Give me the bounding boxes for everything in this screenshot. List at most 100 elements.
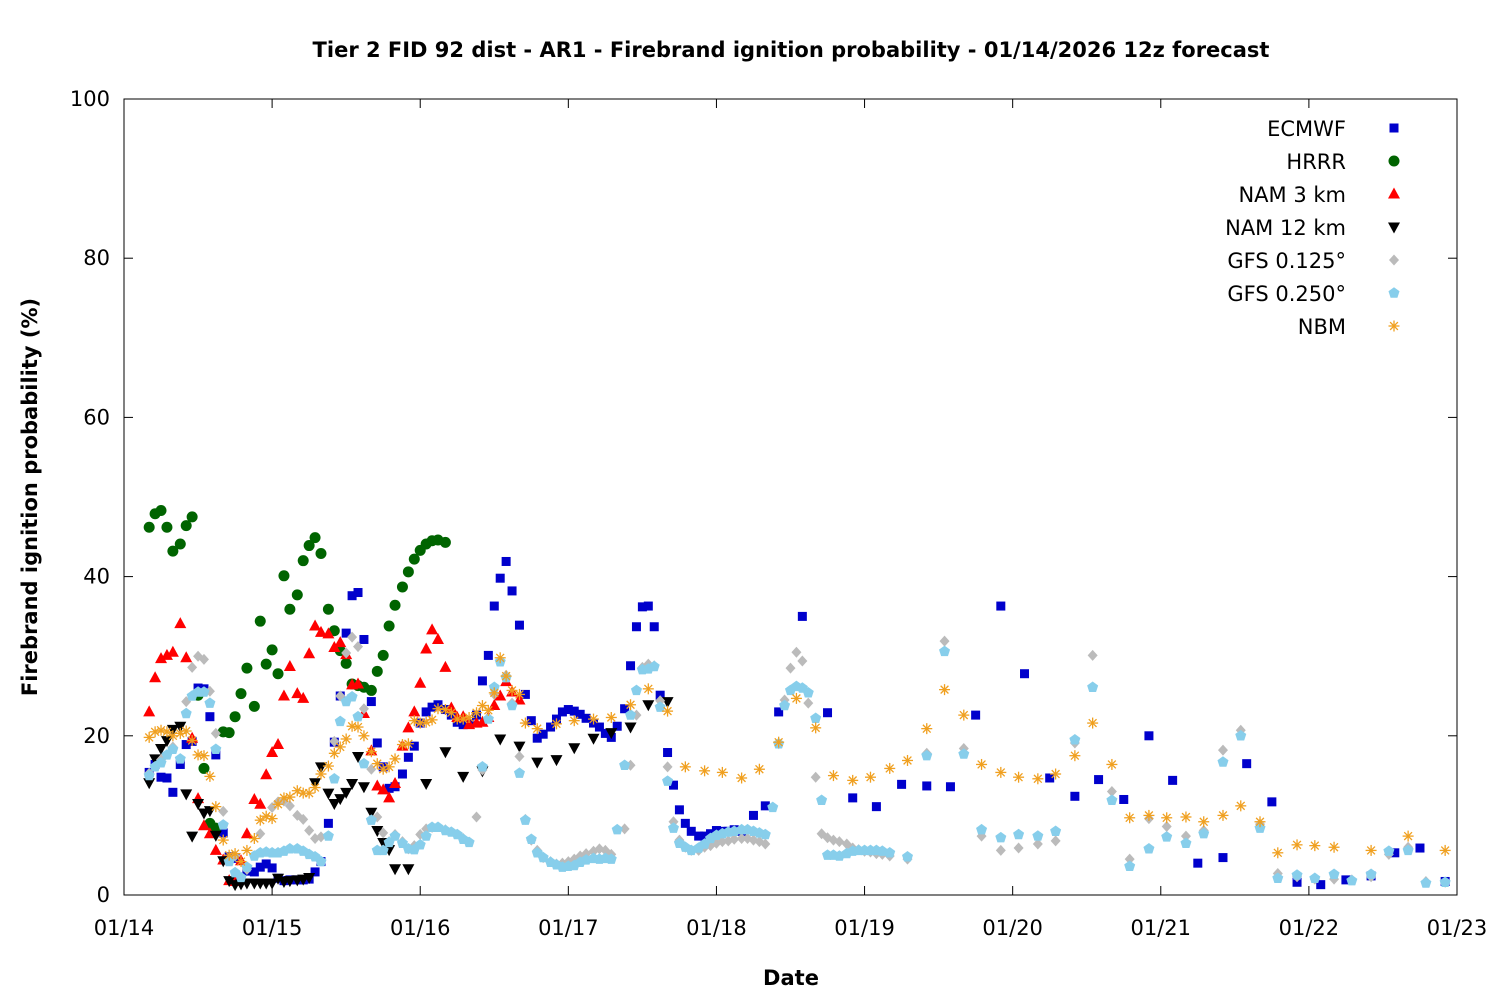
- data-point: [488, 687, 500, 699]
- x-axis-label: Date: [763, 966, 819, 990]
- data-point: [816, 794, 828, 805]
- data-point: [431, 632, 444, 644]
- data-point: [297, 555, 309, 567]
- data-point: [1069, 750, 1081, 762]
- data-point: [254, 797, 267, 809]
- data-point: [366, 697, 376, 707]
- legend-label: GFS 0.250°: [1227, 282, 1346, 306]
- data-point: [1316, 880, 1326, 890]
- data-point: [371, 826, 384, 838]
- data-point: [1180, 811, 1192, 823]
- data-point: [663, 748, 673, 758]
- data-point: [1242, 759, 1252, 769]
- data-point: [223, 876, 236, 888]
- data-point: [648, 660, 660, 672]
- data-point: [284, 603, 296, 615]
- data-point: [1180, 830, 1191, 842]
- data-point: [426, 714, 438, 726]
- data-point: [513, 688, 525, 700]
- data-point: [322, 627, 335, 639]
- data-point: [396, 837, 408, 848]
- data-point: [420, 779, 433, 791]
- legend-label: HRRR: [1286, 150, 1346, 174]
- data-point: [143, 521, 155, 533]
- data-point: [198, 653, 209, 665]
- data-point: [156, 772, 166, 782]
- data-point: [389, 753, 401, 765]
- data-point: [248, 832, 260, 844]
- data-point: [1267, 797, 1277, 807]
- data-point: [1032, 830, 1044, 841]
- data-point: [477, 676, 487, 686]
- data-point: [323, 818, 333, 828]
- data-point: [187, 661, 198, 673]
- data-point: [284, 800, 295, 812]
- data-point: [736, 772, 748, 784]
- legend-label: NAM 12 km: [1225, 216, 1346, 240]
- data-point: [359, 634, 369, 644]
- data-point: [605, 853, 617, 864]
- data-point: [1291, 869, 1303, 880]
- data-point: [476, 700, 488, 712]
- data-point: [1420, 877, 1432, 888]
- data-point: [642, 700, 655, 712]
- data-point: [396, 581, 408, 593]
- x-tick-label: 01/17: [538, 916, 599, 940]
- data-point: [174, 753, 186, 764]
- data-point: [823, 708, 833, 718]
- data-point: [180, 707, 192, 719]
- data-point: [371, 665, 383, 677]
- data-point: [217, 834, 229, 846]
- data-point: [494, 652, 506, 664]
- data-point: [1161, 831, 1173, 842]
- data-point: [463, 836, 475, 848]
- data-point: [255, 828, 266, 840]
- data-point: [1365, 844, 1377, 856]
- legend-marker: [1389, 254, 1399, 266]
- plot-area: [123, 98, 1458, 896]
- data-point: [315, 768, 327, 780]
- data-point: [426, 623, 439, 635]
- data-point: [174, 617, 187, 629]
- data-point: [266, 644, 278, 656]
- legend-marker: [1388, 222, 1400, 234]
- data-point: [303, 872, 316, 884]
- data-point: [1254, 816, 1266, 828]
- data-point: [790, 692, 802, 704]
- data-point: [759, 828, 771, 840]
- data-point: [340, 787, 353, 799]
- data-point: [476, 761, 488, 772]
- data-point: [1050, 768, 1062, 780]
- data-point: [1161, 821, 1172, 833]
- data-point: [625, 709, 637, 720]
- legend-label: NAM 3 km: [1238, 183, 1346, 207]
- data-point: [921, 749, 933, 761]
- data-point: [346, 691, 358, 702]
- data-point: [223, 727, 235, 739]
- data-point: [1124, 860, 1136, 872]
- data-point: [760, 838, 771, 850]
- data-point: [402, 738, 414, 750]
- data-point: [167, 743, 179, 755]
- data-point: [514, 620, 524, 630]
- data-point: [1143, 843, 1155, 854]
- data-point: [322, 830, 334, 841]
- data-point: [198, 750, 210, 762]
- data-point: [661, 697, 674, 709]
- data-point: [272, 668, 284, 680]
- data-point: [532, 733, 542, 743]
- data-point: [155, 652, 168, 664]
- data-point: [284, 843, 296, 854]
- data-point: [283, 660, 296, 672]
- data-point: [995, 831, 1007, 843]
- data-point: [1346, 874, 1358, 886]
- data-point: [218, 805, 229, 817]
- data-point: [1144, 731, 1154, 741]
- data-point: [1124, 853, 1135, 865]
- data-point: [662, 775, 674, 786]
- series-nam-12-km: [143, 697, 674, 892]
- data-point: [353, 641, 364, 653]
- data-point: [309, 782, 321, 794]
- series-nbm: [143, 652, 1451, 868]
- data-point: [352, 721, 364, 733]
